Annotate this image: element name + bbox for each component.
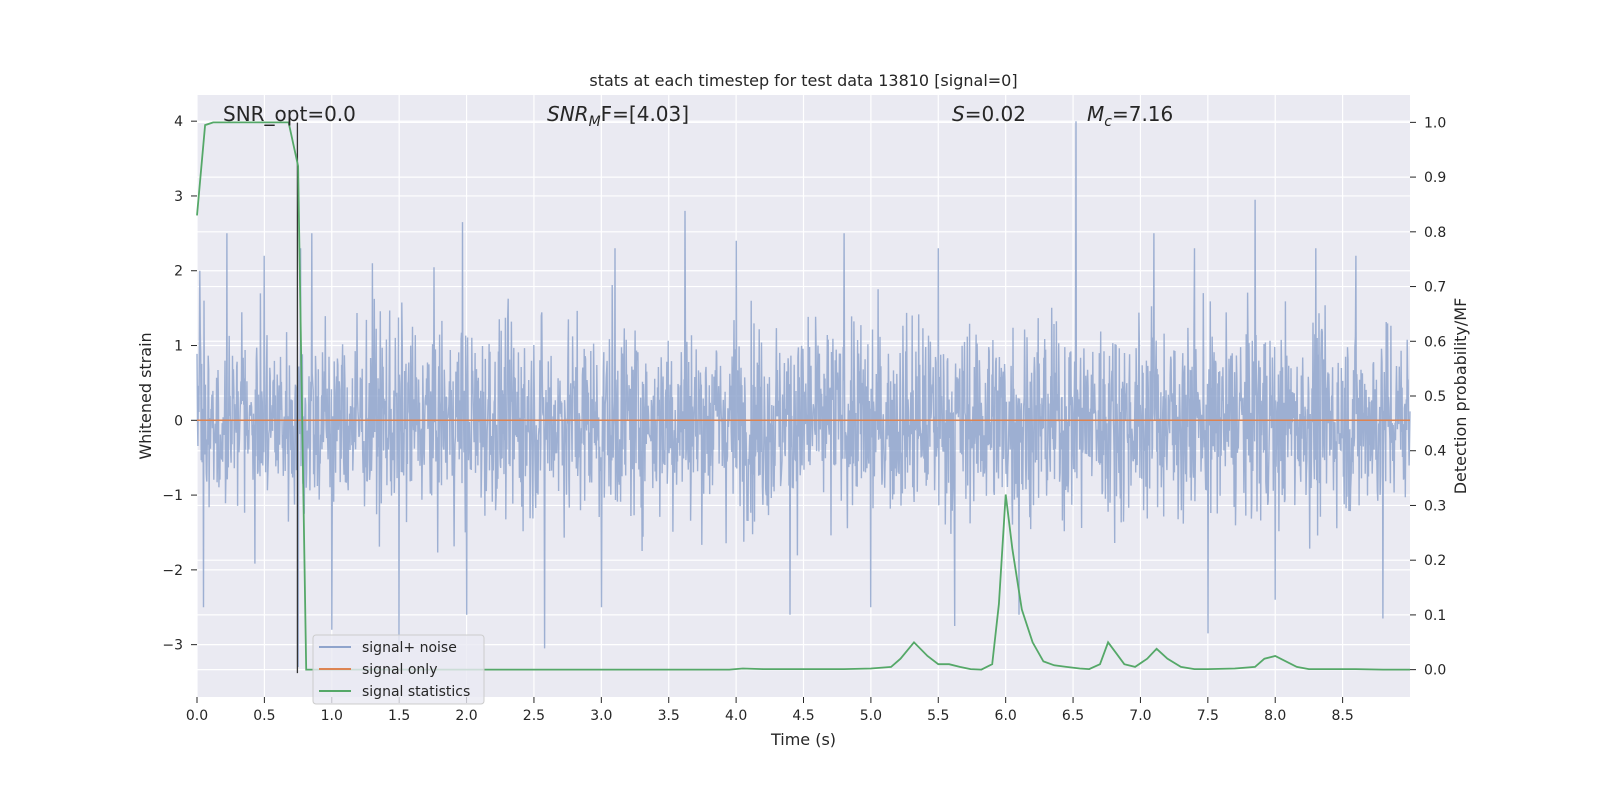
x-tick-label: 3.5 — [658, 708, 680, 724]
legend-label-signal-noise: signal+ noise — [362, 640, 457, 656]
annotation-snr-mf-sub: M — [589, 114, 601, 130]
y-tick-label: −2 — [162, 563, 183, 579]
x-tick-label: 0.0 — [186, 708, 208, 724]
x-axis-label: Time (s) — [770, 730, 836, 749]
x-tick-label: 8.5 — [1331, 708, 1353, 724]
y2-axis-label: Detection probability/MF — [1451, 298, 1470, 495]
y2-tick-label: 0.5 — [1424, 389, 1446, 405]
annotation-mc-rest: =7.16 — [1112, 102, 1173, 126]
annotation-mc: Mc=7.16 — [1087, 102, 1173, 130]
y-axis-label: Whitened strain — [136, 332, 155, 459]
y2-tick-label: 0.4 — [1424, 444, 1446, 460]
annotation-snr-mf-main: SNR — [547, 102, 589, 126]
chart-title: stats at each timestep for test data 138… — [589, 71, 1017, 90]
y2-tick-label: 0.0 — [1424, 663, 1446, 679]
signal-noise-line — [196, 121, 1411, 668]
axis-ticks: 0.0 0.5 1.0 1.5 2.0 2.5 3.0 3.5 4.0 4.5 5.0 5.5 6.0 6… — [162, 114, 1446, 724]
x-tick-label: 4.5 — [792, 708, 814, 724]
annotation-s: S=0.02 — [952, 102, 1026, 126]
annotation-s-main: S — [952, 102, 965, 126]
y-tick-label: 1 — [174, 339, 183, 355]
annotation-mc-main: M — [1087, 102, 1104, 126]
legend-label-signal-statistics: signal statistics — [362, 684, 470, 700]
annotation-mc-sub: c — [1104, 114, 1112, 130]
legend-label-signal-only: signal only — [362, 662, 437, 678]
y-tick-label: 4 — [174, 114, 183, 130]
y-tick-label: 3 — [174, 189, 183, 205]
signal-noise-series — [196, 121, 1411, 668]
x-tick-label: 5.5 — [927, 708, 949, 724]
y-tick-label: 2 — [174, 264, 183, 280]
x-tick-label: 8.0 — [1264, 708, 1286, 724]
x-tick-label: 6.5 — [1062, 708, 1084, 724]
y-tick-label: −1 — [162, 488, 183, 504]
y2-tick-label: 0.6 — [1424, 334, 1446, 350]
y2-tick-label: 0.8 — [1424, 225, 1446, 241]
y2-tick-label: 1.0 — [1424, 115, 1446, 131]
y2-tick-label: 0.7 — [1424, 280, 1446, 296]
y-tick-label: 0 — [174, 413, 183, 429]
x-tick-label: 2.0 — [455, 708, 477, 724]
y2-tick-label: 0.3 — [1424, 498, 1446, 514]
y2-tick-label: 0.9 — [1424, 170, 1446, 186]
x-tick-label: 6.0 — [995, 708, 1017, 724]
x-tick-label: 0.5 — [253, 708, 275, 724]
x-tick-label: 7.0 — [1129, 708, 1151, 724]
annotation-snr-mf: SNRMF=[4.03] — [547, 102, 689, 130]
y2-tick-label: 0.1 — [1424, 608, 1446, 624]
legend-box — [312, 634, 485, 705]
x-tick-label: 3.0 — [590, 708, 612, 724]
y2-tick-label: 0.2 — [1424, 553, 1446, 569]
x-tick-label: 5.0 — [860, 708, 882, 724]
x-tick-label: 1.5 — [388, 708, 410, 724]
y-tick-label: −3 — [162, 638, 183, 654]
x-tick-label: 1.0 — [321, 708, 343, 724]
annotation-s-rest: =0.02 — [965, 102, 1026, 126]
x-tick-label: 7.5 — [1197, 708, 1219, 724]
annotation-snr-mf-rest: F=[4.03] — [601, 102, 689, 126]
x-tick-label: 4.0 — [725, 708, 747, 724]
annotation-snr-opt: SNR_opt=0.0 — [223, 102, 356, 126]
legend: signal+ noise signal only signal statist… — [312, 634, 485, 705]
x-tick-label: 2.5 — [523, 708, 545, 724]
